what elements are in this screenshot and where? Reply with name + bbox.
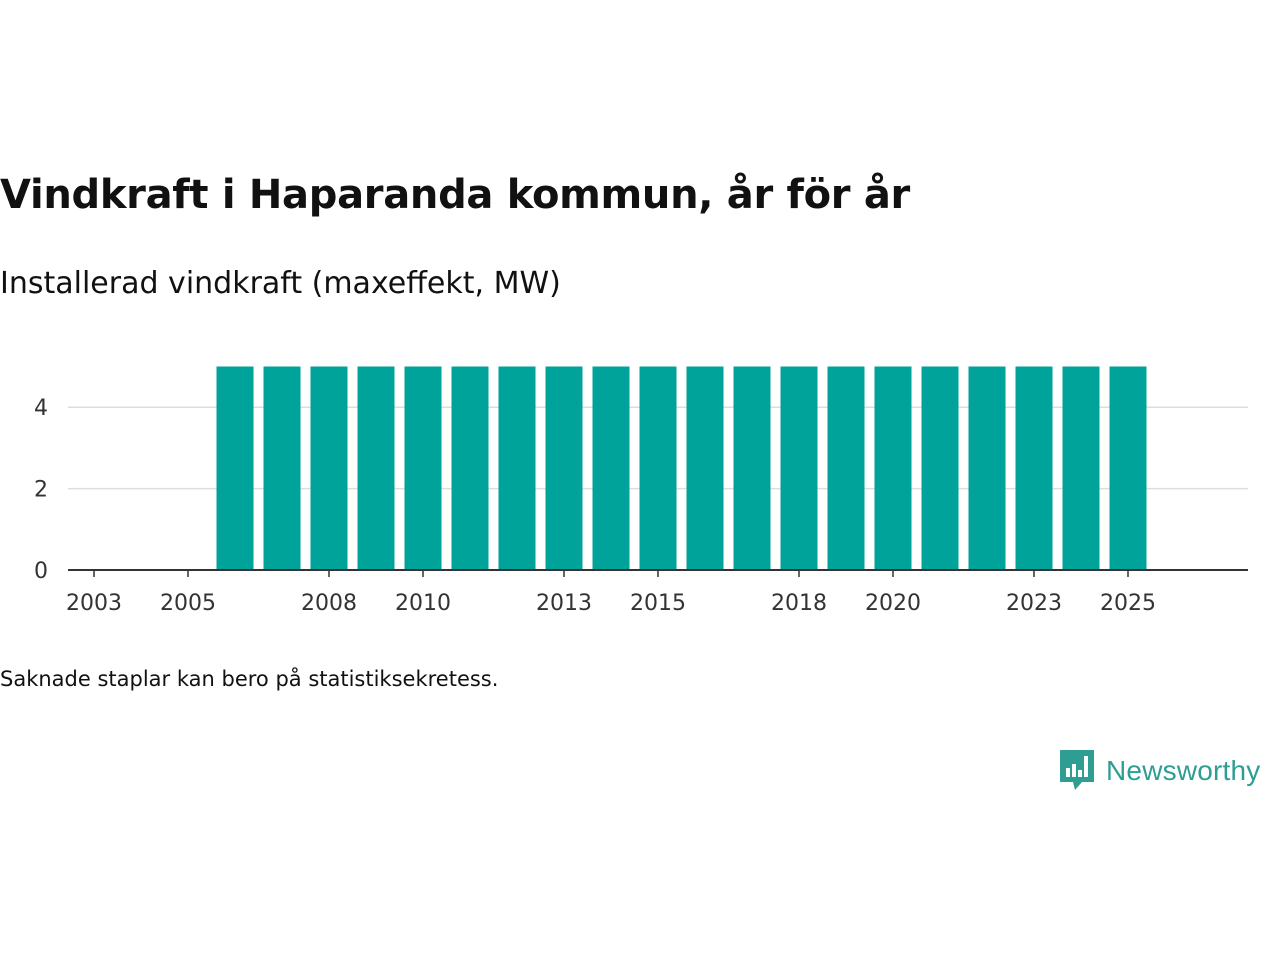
bar-2024[interactable] <box>1062 366 1100 571</box>
bar-chart-speech-bubble-icon <box>1060 750 1094 790</box>
y-tick-label: 4 <box>34 396 48 421</box>
bar-2007[interactable] <box>263 366 301 571</box>
brand-name: Newsworthy <box>1106 755 1261 786</box>
bar-2017[interactable] <box>733 366 771 571</box>
bar-2018[interactable] <box>780 366 818 571</box>
bar-2011[interactable] <box>451 366 489 571</box>
bar-2015[interactable] <box>639 366 677 571</box>
bar-2013[interactable] <box>545 366 583 571</box>
bar-2020[interactable] <box>874 366 912 571</box>
bar-2021[interactable] <box>921 366 959 571</box>
bar-2022[interactable] <box>968 366 1006 571</box>
bar-2010[interactable] <box>404 366 442 571</box>
x-tick-label: 2023 <box>1006 591 1062 616</box>
bar-2014[interactable] <box>592 366 630 571</box>
x-tick-label: 2010 <box>395 591 451 616</box>
chart-subtitle: Installerad vindkraft (maxeffekt, MW) <box>0 266 561 301</box>
x-tick-label: 2005 <box>160 591 216 616</box>
bar-2025[interactable] <box>1109 366 1147 571</box>
bar-chart: 0 2 4 2003 2005 2008 2010 2013 2015 2018 2020 2023 2… <box>34 366 1248 616</box>
bar-2023[interactable] <box>1015 366 1053 571</box>
chart-title: Vindkraft i Haparanda kommun, år för år <box>0 172 910 218</box>
bar-2019[interactable] <box>827 366 865 571</box>
y-tick-label: 0 <box>34 559 48 584</box>
footnote: Saknade staplar kan bero på statistiksek… <box>0 667 499 691</box>
bar-2008[interactable] <box>310 366 348 571</box>
x-tick-label: 2015 <box>630 591 686 616</box>
x-tick-label: 2008 <box>301 591 357 616</box>
bar-2006[interactable] <box>216 366 254 571</box>
y-tick-label: 2 <box>34 478 48 503</box>
bar-2009[interactable] <box>357 366 395 571</box>
x-tick-label: 2020 <box>865 591 921 616</box>
bar-2012[interactable] <box>498 366 536 571</box>
bar-2016[interactable] <box>686 366 724 571</box>
x-tick-label: 2018 <box>771 591 827 616</box>
x-tick-label: 2013 <box>536 591 592 616</box>
x-tick-label: 2003 <box>66 591 122 616</box>
x-tick-label: 2025 <box>1100 591 1156 616</box>
newsworthy-logo[interactable]: Newsworthy <box>1058 748 1260 794</box>
